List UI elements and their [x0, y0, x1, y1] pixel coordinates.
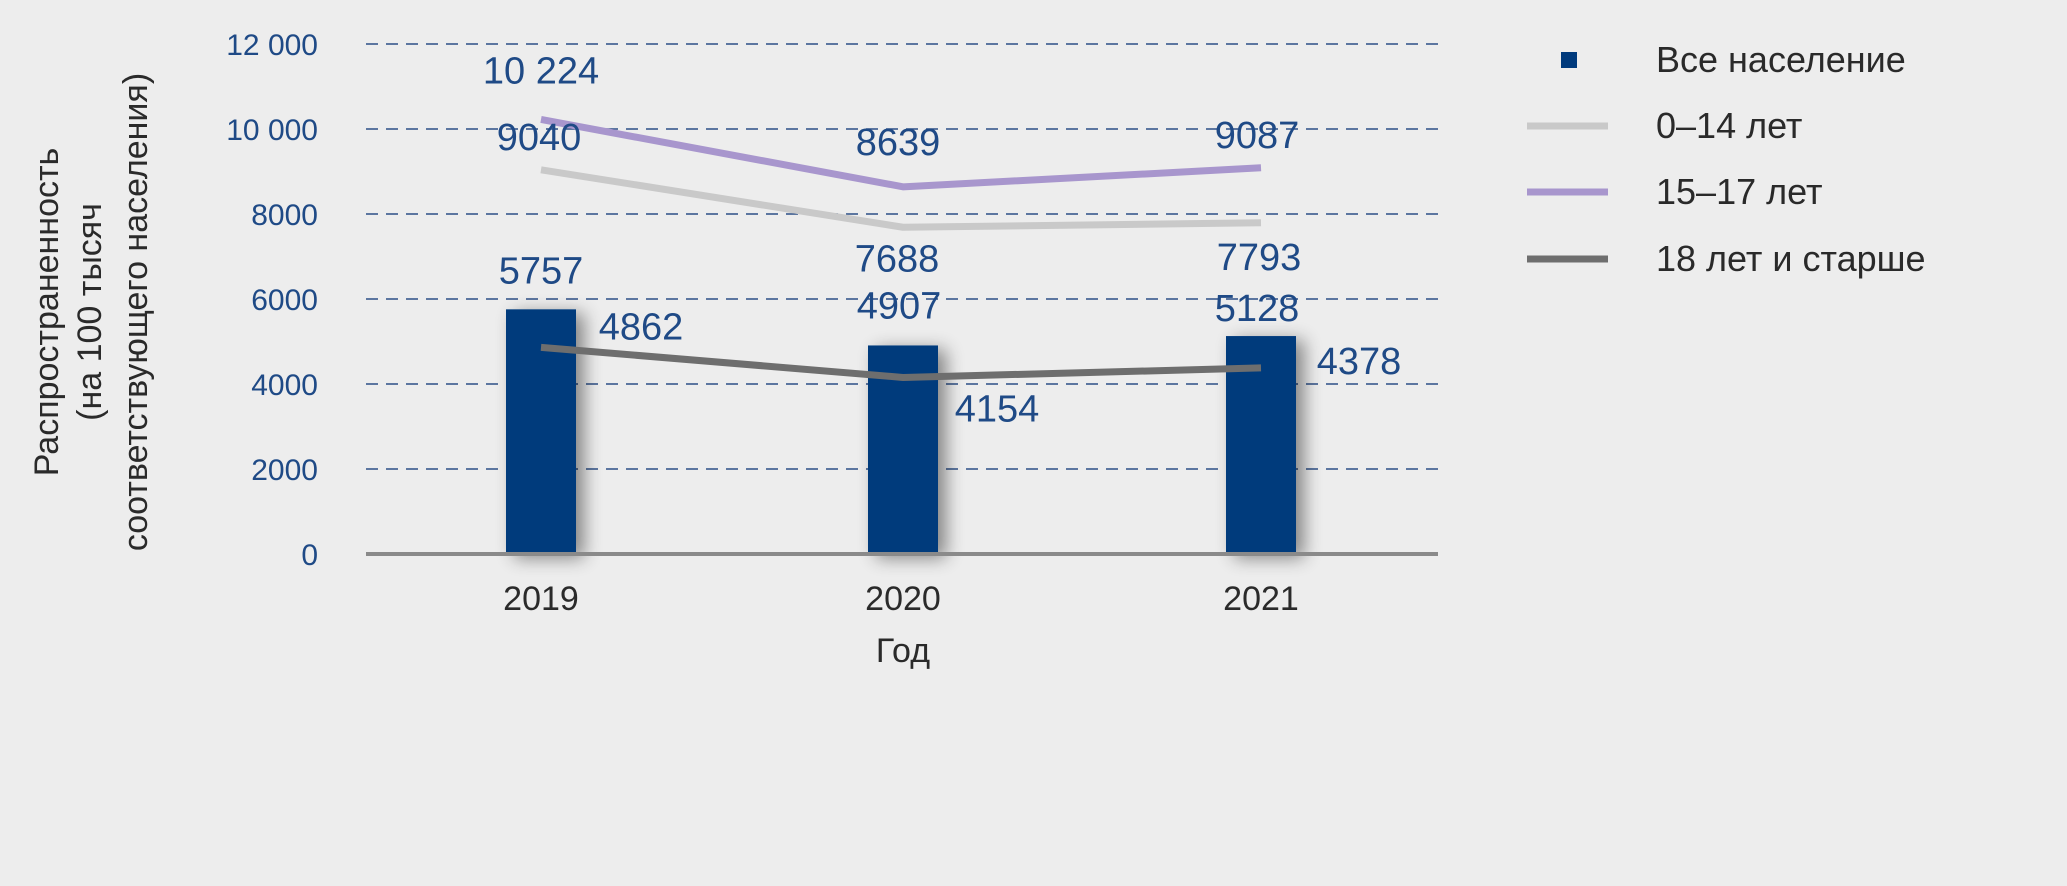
y-tick-label: 8000 [251, 199, 318, 232]
y-tick-label: 6000 [251, 284, 318, 317]
y-tick-label: 2000 [251, 454, 318, 487]
y-axis-title-line: Распространенность [28, 148, 66, 477]
data-label: 4378 [1317, 341, 1402, 383]
x-axis-title: Год [876, 632, 930, 670]
data-label: 5128 [1215, 288, 1300, 330]
x-tick-label: 2019 [503, 580, 579, 618]
y-tick-label: 10 000 [226, 114, 318, 147]
data-labels: 5757 4907 5128 9040 7688 7793 10 224 8639 9087 48… [483, 50, 1401, 430]
data-label: 8639 [856, 122, 941, 164]
x-tick-label: 2021 [1223, 580, 1299, 618]
legend-label: 0–14 лет [1656, 105, 1802, 146]
y-axis-title: Распространенность (на 100 тысяч соответст… [28, 73, 155, 551]
x-tick-label: 2020 [865, 580, 941, 618]
data-label: 7688 [855, 238, 940, 280]
y-tick-label: 12 000 [226, 29, 318, 62]
data-label: 9040 [497, 117, 582, 159]
y-axis-title-line: (на 100 тысяч [71, 203, 109, 421]
legend-label: Все население [1656, 39, 1906, 80]
y-axis-title-line: соответствующего населения) [117, 73, 155, 551]
data-label: 4862 [599, 306, 684, 348]
data-label: 4154 [955, 388, 1040, 430]
data-label: 10 224 [483, 50, 599, 92]
legend-label: 18 лет и старше [1656, 238, 1926, 279]
series-line [540, 116, 1262, 191]
data-label: 4907 [857, 285, 942, 327]
y-tick-label: 0 [301, 539, 318, 572]
y-tick-label: 4000 [251, 369, 318, 402]
data-label: 9087 [1215, 115, 1300, 157]
line-series [540, 116, 1262, 381]
legend-marker [1561, 52, 1577, 68]
legend-label: 15–17 лет [1656, 171, 1822, 212]
legend: Все население 0–14 лет 15–17 лет 18 лет и с… [1527, 39, 1926, 279]
data-label: 5757 [499, 250, 584, 292]
y-tick-labels: 0 2000 4000 6000 8000 10 000 12 000 [226, 29, 318, 572]
bar-all-population [1226, 336, 1296, 554]
series-line [540, 166, 1262, 231]
series-line [540, 343, 1262, 381]
x-tick-labels: 2019 2020 2021 [503, 580, 1299, 618]
data-label: 7793 [1217, 237, 1302, 279]
